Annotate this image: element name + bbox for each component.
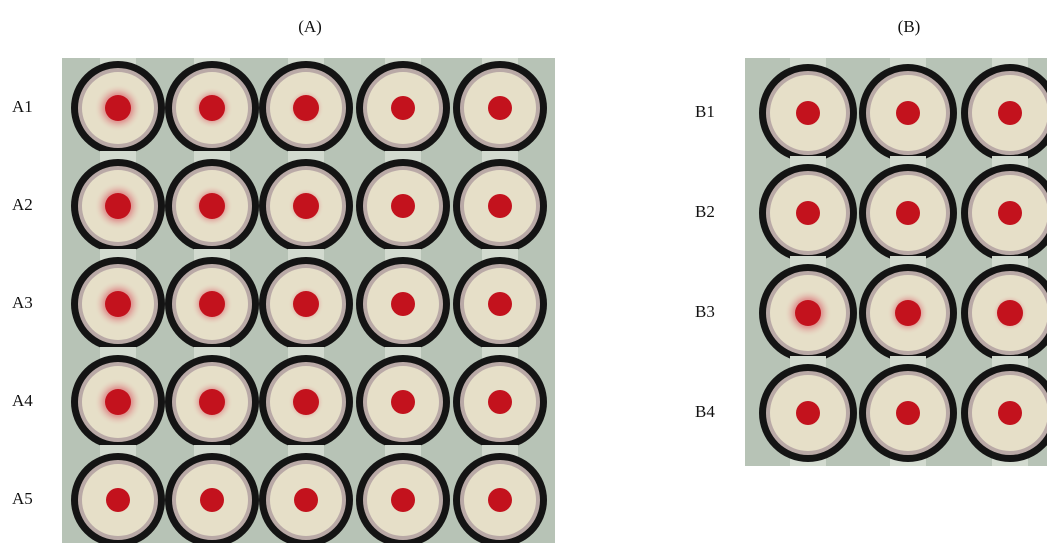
- cell-button: [998, 401, 1022, 425]
- cell-button: [293, 95, 319, 121]
- cell-button: [795, 300, 821, 326]
- cell-button: [896, 101, 920, 125]
- cell-button: [391, 292, 415, 316]
- cell-button: [293, 291, 319, 317]
- cell-button: [998, 101, 1022, 125]
- cell-button: [896, 201, 920, 225]
- row-label: A1: [12, 97, 33, 116]
- cell-button: [105, 95, 131, 121]
- cell-button: [293, 193, 319, 219]
- row-label: A5: [12, 489, 33, 508]
- cell-button: [391, 194, 415, 218]
- cell-button: [896, 401, 920, 425]
- row-label: B2: [695, 202, 715, 221]
- cell-button: [488, 292, 512, 316]
- cell-button: [488, 194, 512, 218]
- cell-button: [199, 389, 225, 415]
- panel-title: (B): [898, 17, 921, 36]
- cell-button: [199, 291, 225, 317]
- cell-button: [997, 300, 1023, 326]
- row-label: A4: [12, 391, 33, 410]
- cell-button: [391, 488, 415, 512]
- cell-button: [895, 300, 921, 326]
- cell-button: [199, 193, 225, 219]
- cell-button: [488, 390, 512, 414]
- plate-b: [759, 56, 1049, 470]
- cell-button: [796, 101, 820, 125]
- cell-button: [199, 95, 225, 121]
- cell-button: [998, 201, 1022, 225]
- row-label: A3: [12, 293, 33, 312]
- figure: (A) (B) A1 A2 A3 A4 A5 B1 B2 B3 B4: [0, 0, 1049, 543]
- row-label: B1: [695, 102, 715, 121]
- row-label: B3: [695, 302, 715, 321]
- cell-button: [796, 201, 820, 225]
- cell-button: [488, 488, 512, 512]
- row-label: B4: [695, 402, 715, 421]
- plate-a: [71, 53, 547, 543]
- panel-title: (A): [298, 17, 322, 36]
- cell-button: [796, 401, 820, 425]
- cell-button: [106, 488, 130, 512]
- cell-button: [294, 488, 318, 512]
- cell-button: [105, 291, 131, 317]
- row-label: A2: [12, 195, 33, 214]
- cell-button: [200, 488, 224, 512]
- cell-button: [105, 389, 131, 415]
- cell-button: [105, 193, 131, 219]
- cell-button: [391, 390, 415, 414]
- cell-button: [293, 389, 319, 415]
- cell-button: [488, 96, 512, 120]
- cell-button: [391, 96, 415, 120]
